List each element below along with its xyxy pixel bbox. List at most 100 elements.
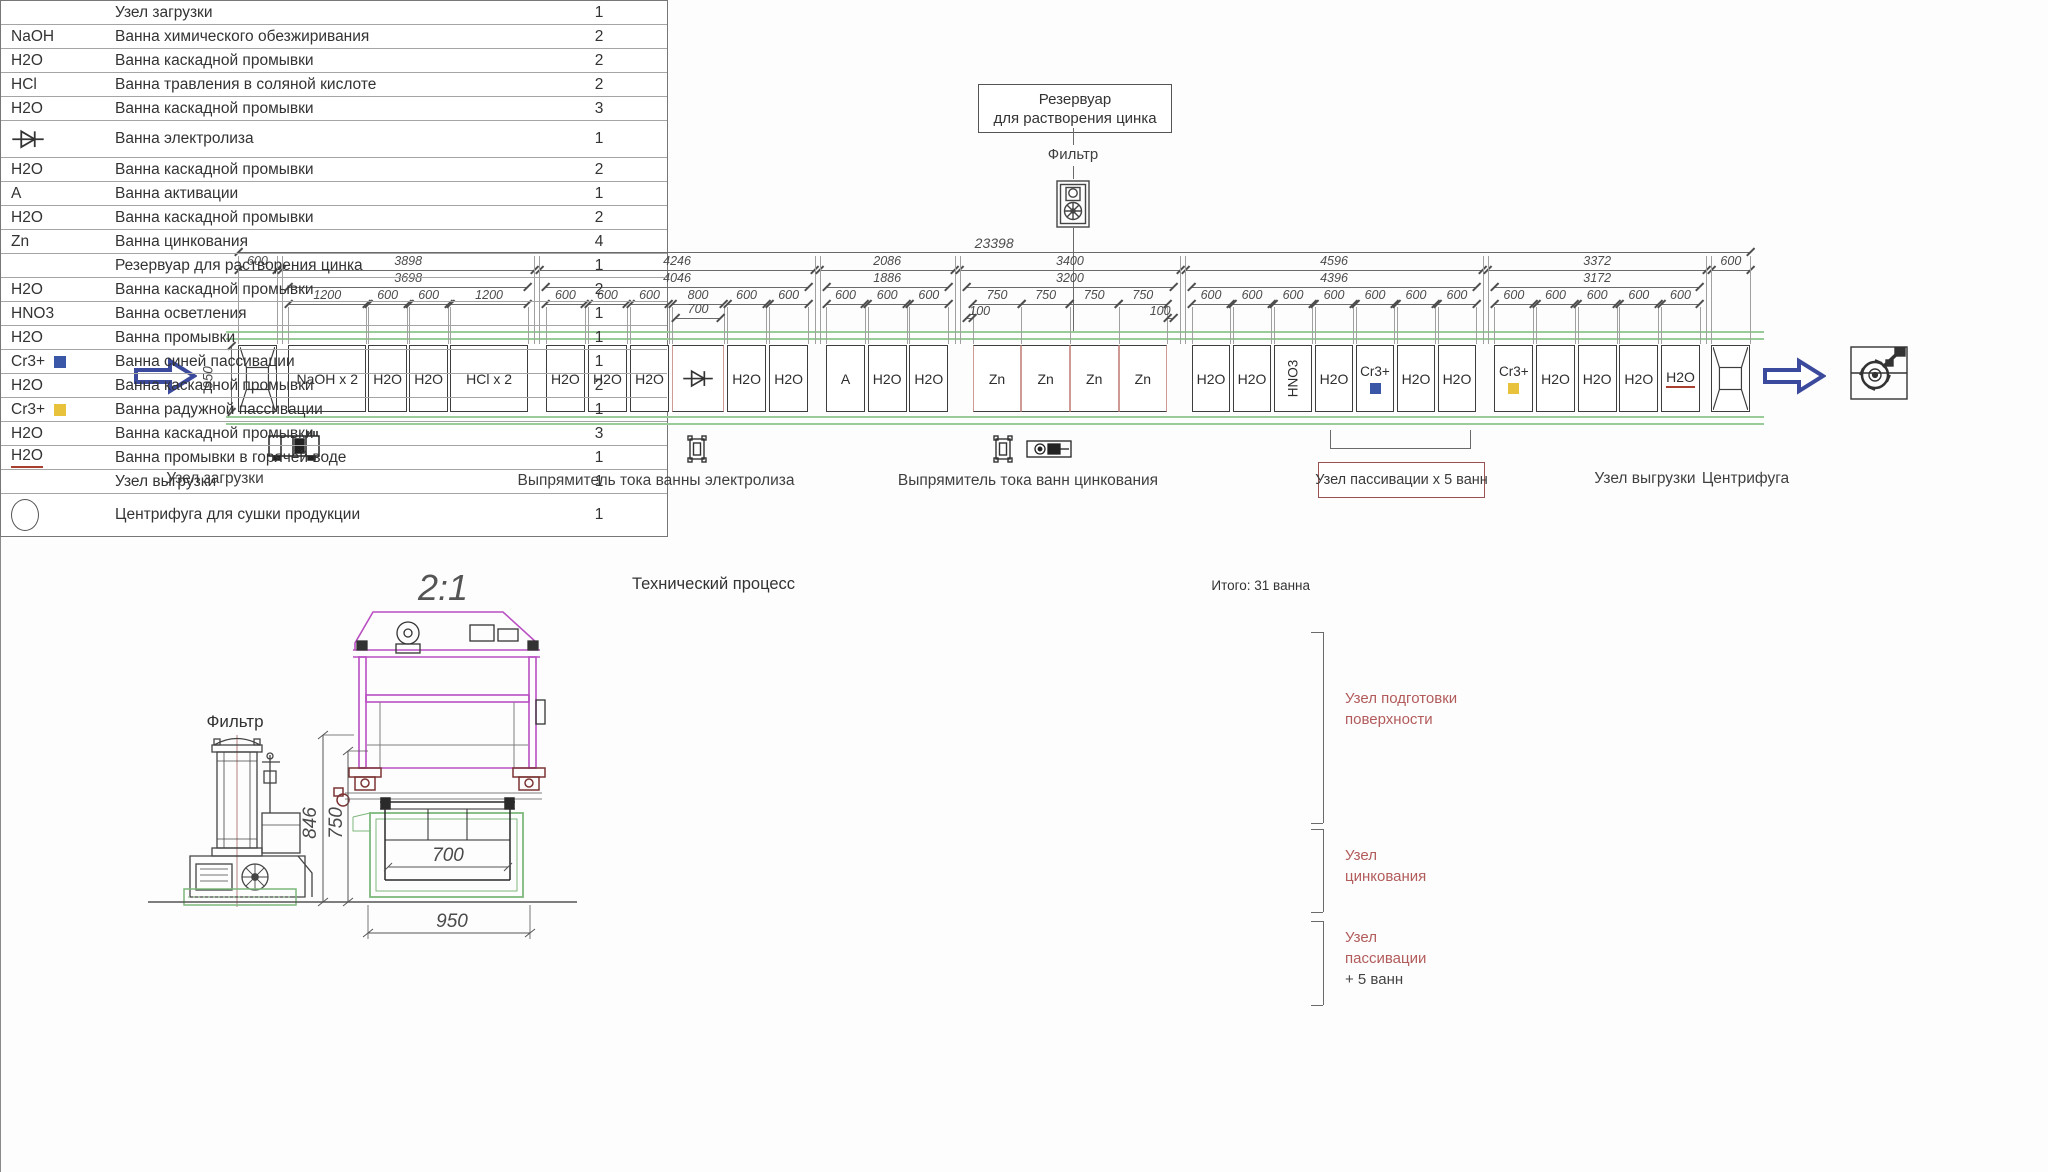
row-symbol: H2O xyxy=(11,208,43,226)
dimension-line xyxy=(909,304,949,306)
row-name: Ванна химического обезжиривания xyxy=(115,27,370,45)
dimension-value: 600 xyxy=(1670,288,1691,302)
table-column-divider xyxy=(0,537,1,1074)
extension-line xyxy=(909,307,911,344)
extension-line xyxy=(1232,307,1234,344)
group-note: Узел xyxy=(1345,929,1377,946)
dimension-value: 750 xyxy=(1083,288,1105,302)
bath-zn: Zn xyxy=(1021,345,1070,412)
dimension-line xyxy=(867,304,907,306)
reservoir-callout: Резервуар для растворения цинка xyxy=(978,84,1172,133)
row-name: Ванна каскадной промывки xyxy=(115,376,314,394)
dimension-line xyxy=(288,304,367,306)
bath-label: Cr3+ xyxy=(1360,363,1390,379)
dimension-value: 1886 xyxy=(873,271,902,285)
dimension-line xyxy=(1191,304,1231,306)
dimension-value: 600 xyxy=(1405,288,1427,302)
row-symbol: NaOH xyxy=(11,27,55,45)
extension-line xyxy=(826,307,828,344)
table-row: HCl Ванна травления в соляной кислоте 2 xyxy=(1,72,667,96)
loading-unit-hopper xyxy=(240,347,275,410)
loading-unit xyxy=(238,345,277,412)
table-row: Центрифуга для сушки продукции 1 xyxy=(1,493,667,536)
dimension-line xyxy=(675,318,721,320)
bath-electrolysis xyxy=(672,345,724,412)
row-symbol: Cr3+ xyxy=(1,401,101,419)
extension-line xyxy=(1661,307,1663,344)
bath-h2o: H2O xyxy=(1661,345,1700,412)
extension-line xyxy=(727,307,729,344)
bath-h2o: H2O xyxy=(1437,345,1477,412)
detail-scale-label: 2:1 xyxy=(417,567,468,608)
dimension-value: 1200 xyxy=(475,288,503,302)
extension-line xyxy=(1536,307,1538,344)
dimension-line xyxy=(288,287,528,289)
row-name: Центрифуга для сушки продукции xyxy=(115,506,361,523)
extension-line xyxy=(972,307,974,344)
extension-line xyxy=(1353,307,1355,344)
bath-label: HNO3 xyxy=(1285,359,1301,398)
table-row: Ванна электролиза 1 xyxy=(1,120,667,157)
row-count: 1 xyxy=(594,130,604,147)
row-name: Ванна промывки xyxy=(115,328,236,346)
row-symbol: HNO3 xyxy=(11,304,55,322)
extension-line xyxy=(1577,307,1579,344)
yellow-passivation-square xyxy=(54,403,67,416)
row-name: Ванна каскадной промывки xyxy=(115,51,314,69)
dimension-line xyxy=(545,304,585,306)
dimension-line xyxy=(727,304,767,306)
dimension-line xyxy=(1314,304,1354,306)
dimension-line xyxy=(1191,287,1477,289)
machine-bath xyxy=(380,797,515,881)
bath-zn: Zn xyxy=(1118,345,1168,412)
extension-line xyxy=(1191,307,1193,344)
passivation-bracket xyxy=(1330,448,1471,450)
row-count: 2 xyxy=(594,51,604,69)
extension-line xyxy=(1118,307,1120,344)
extension-line xyxy=(1069,307,1071,344)
dimension-value: 1200 xyxy=(313,288,342,302)
group-bracket xyxy=(1311,1005,1323,1007)
blue-passivation-square xyxy=(1369,382,1381,394)
dimension-line xyxy=(1487,270,1707,272)
electrolysis-rectifier-label: Выпрямитель тока ванны электролиза xyxy=(517,472,795,489)
dimension-value: 3372 xyxy=(1583,254,1612,268)
extension-line xyxy=(723,307,725,344)
row-count: 3 xyxy=(594,424,604,442)
table-row: H2O Ванна каскадной промывки 2 xyxy=(1,205,667,229)
bath-h2o: H2O xyxy=(867,345,907,412)
extension-line xyxy=(1574,307,1576,344)
dimension-value: 3172 xyxy=(1583,271,1612,285)
dimension-value: 600 xyxy=(597,288,618,302)
dimension-line xyxy=(539,270,815,272)
dim-700: 700 xyxy=(432,845,464,866)
row-name: Ванна промывки в горячей воде xyxy=(115,448,347,466)
dimension-value: 600 xyxy=(1586,288,1608,302)
extension-line xyxy=(1021,307,1023,344)
filter-to-line-connector xyxy=(1072,228,1074,331)
bath-h2o: H2O xyxy=(1232,345,1272,412)
row-symbol: H2O xyxy=(11,328,43,346)
dimension-line xyxy=(959,270,1181,272)
passivation-unit-callout: Узел пассивации х 5 ванн xyxy=(1315,462,1488,498)
flow-out-arrow xyxy=(1763,357,1826,395)
dimension-line xyxy=(1536,304,1575,306)
loading-unit-label: Узел загрузки xyxy=(166,470,264,487)
row-name: Ванна осветления xyxy=(115,304,247,322)
row-count: 1 xyxy=(594,304,604,322)
extension-line xyxy=(1394,307,1396,344)
row-symbol: H2O xyxy=(11,280,43,298)
dimension-value: 600 xyxy=(639,288,660,302)
extension-line xyxy=(1750,256,1752,344)
passivation-bracket xyxy=(1330,430,1332,448)
row-name: Ванна активации xyxy=(115,184,239,202)
dimension-line xyxy=(826,304,865,306)
bath-h2o: H2O xyxy=(630,345,669,412)
extension-line xyxy=(1711,256,1713,344)
dimension-line xyxy=(630,304,669,306)
extension-line xyxy=(954,256,956,344)
bottom-rail-outer xyxy=(226,423,1764,425)
dimension-line xyxy=(1577,304,1617,306)
group-bracket xyxy=(1311,921,1323,923)
